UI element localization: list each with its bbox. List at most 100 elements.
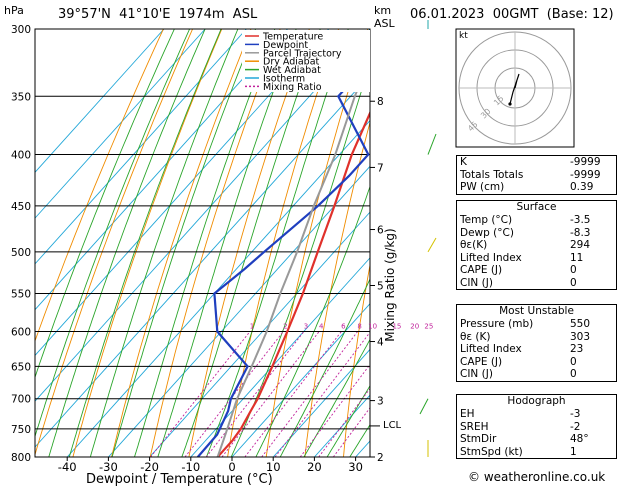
surface-value: 294 — [570, 239, 591, 251]
most-unstable-table: Most Unstable Pressure (mb) 550 θε (K) 303… — [456, 304, 617, 382]
storm-motion-point — [508, 102, 512, 106]
lcl-label: LCL — [383, 420, 402, 431]
wind-barbs — [419, 20, 437, 457]
temp-tick-label: 30 — [348, 460, 363, 474]
legend-label: Mixing Ratio — [263, 82, 322, 93]
km-tick-label: 3 — [377, 396, 384, 408]
hodograph-table: Hodograph EH -3 SREH -2 StmDir 48° StmSpd (… — [456, 394, 617, 459]
legend-label: Parcel Trajectory — [263, 48, 342, 59]
hodo-value: 1 — [570, 445, 577, 458]
wet-adiabat-line — [35, 29, 175, 379]
hodo-label: StmSpd (kt) — [460, 445, 523, 458]
pressure-tick-label: 400 — [11, 150, 31, 162]
legend-box — [242, 30, 370, 92]
pressure-tick-label: 450 — [11, 201, 31, 213]
pressure-tick-label: 800 — [11, 452, 31, 464]
pressure-tick-label: 650 — [11, 361, 31, 373]
surface-value: 0 — [570, 276, 577, 289]
surface-label: Dewp (°C) — [460, 226, 514, 239]
isotherm-line — [35, 29, 247, 265]
pressure-tick-label: 600 — [11, 326, 31, 338]
pressure-tick-label: 750 — [11, 424, 31, 436]
hodo-value: 48° — [570, 433, 589, 445]
unstable-value: 0 — [570, 355, 577, 368]
mixing-ratio-line — [332, 407, 370, 457]
surface-value: -8.3 — [570, 226, 591, 239]
mixing-ratio-tick-label: 15 — [392, 322, 401, 330]
hodo-label: StmDir — [460, 433, 497, 445]
wet-adiabat-line — [230, 62, 370, 457]
surface-label: CIN (J) — [460, 276, 493, 289]
km-tick-label: 8 — [377, 96, 384, 108]
wet-adiabat-line — [303, 338, 370, 457]
isotherm-line — [272, 348, 370, 457]
hodo-label: EH — [460, 408, 475, 420]
index-label: PW (cm) — [460, 181, 505, 193]
mixing-ratio-line — [221, 331, 320, 457]
surface-label: CAPE (J) — [460, 264, 503, 276]
asl-label: ASL — [374, 17, 395, 30]
index-value: -9999 — [570, 156, 601, 168]
hodograph-title: Hodograph — [507, 395, 566, 407]
header-location: 39°57'N 41°10'E 1974m ASL — [58, 7, 258, 22]
unstable-label: Pressure (mb) — [460, 318, 534, 330]
mixing-ratio-axis-label: Mixing Ratio (g/kg) — [383, 228, 397, 342]
surface-value: 11 — [570, 251, 584, 264]
surface-label: Temp (°C) — [460, 214, 513, 226]
surface-label: Lifted Index — [460, 251, 522, 264]
mixing-ratio-tick-label: 6 — [341, 322, 346, 330]
km-tick-label: 4 — [377, 337, 384, 349]
km-tick-label: 2 — [377, 452, 384, 464]
wet-adiabat-line — [326, 384, 370, 457]
hodograph-unit-label: kt — [459, 31, 468, 41]
unstable-label: Lifted Index — [460, 343, 522, 355]
mixing-ratio-tick-label: 4 — [319, 322, 324, 330]
wet-adiabat-line — [89, 29, 239, 457]
temp-tick-label: 10 — [266, 460, 281, 474]
hodograph-trace — [509, 73, 520, 105]
wet-adiabat-line — [134, 29, 276, 457]
series-parcel-trajectory — [216, 56, 370, 457]
mixing-ratio-line — [150, 331, 251, 457]
mixing-ratio-tick-label: 10 — [368, 322, 377, 330]
dry-adiabat-line — [35, 29, 194, 457]
isotherm-line — [35, 29, 165, 174]
legend-label: Wet Adiabat — [263, 65, 321, 76]
wet-adiabat-line — [68, 29, 222, 457]
plot-frame — [34, 28, 371, 458]
mixing-ratio-line — [205, 331, 305, 457]
mixing-ratio-tick-label: 8 — [357, 322, 361, 330]
wet-adiabat-line — [279, 277, 370, 457]
surface-title: Surface — [516, 201, 557, 213]
km-tick-label: 6 — [377, 225, 384, 237]
wind-barb — [427, 237, 437, 253]
temp-tick-label: 0 — [228, 460, 235, 474]
index-label: Totals Totals — [460, 168, 524, 181]
hodo-label: SREH — [460, 420, 489, 433]
unstable-label: θε (K) — [460, 330, 491, 343]
unstable-value: 23 — [570, 343, 584, 355]
hodo-value: -2 — [570, 420, 581, 433]
index-value: 0.39 — [570, 181, 594, 193]
header-date: 06.01.2023 00GMT (Base: 12) — [410, 7, 614, 22]
legend-label: Dewpoint — [263, 40, 308, 51]
isotherm-line — [66, 119, 370, 457]
pressure-tick-label: 550 — [11, 288, 31, 300]
temp-tick-label: -20 — [140, 460, 159, 474]
unstable-value: 550 — [570, 318, 591, 330]
index-label: K — [460, 156, 467, 168]
wind-barb — [427, 133, 437, 155]
temp-tick-label: -10 — [181, 460, 200, 474]
temp-tick-label: 20 — [307, 460, 322, 474]
mixing-ratio-tick-label: 25 — [424, 322, 433, 330]
isotherm-line — [190, 257, 370, 457]
x-axis-label: Dewpoint / Temperature (°C) — [86, 472, 273, 487]
legend-label: Isotherm — [263, 74, 305, 85]
km-tick-label: 5 — [377, 280, 384, 292]
surface-table: Surface Temp (°C) -3.5 Dewp (°C) -8.3 θε(K… — [456, 200, 617, 290]
unstable-value: 0 — [570, 368, 577, 380]
pressure-tick-label: 300 — [11, 24, 31, 36]
isotherm-line — [149, 211, 370, 457]
